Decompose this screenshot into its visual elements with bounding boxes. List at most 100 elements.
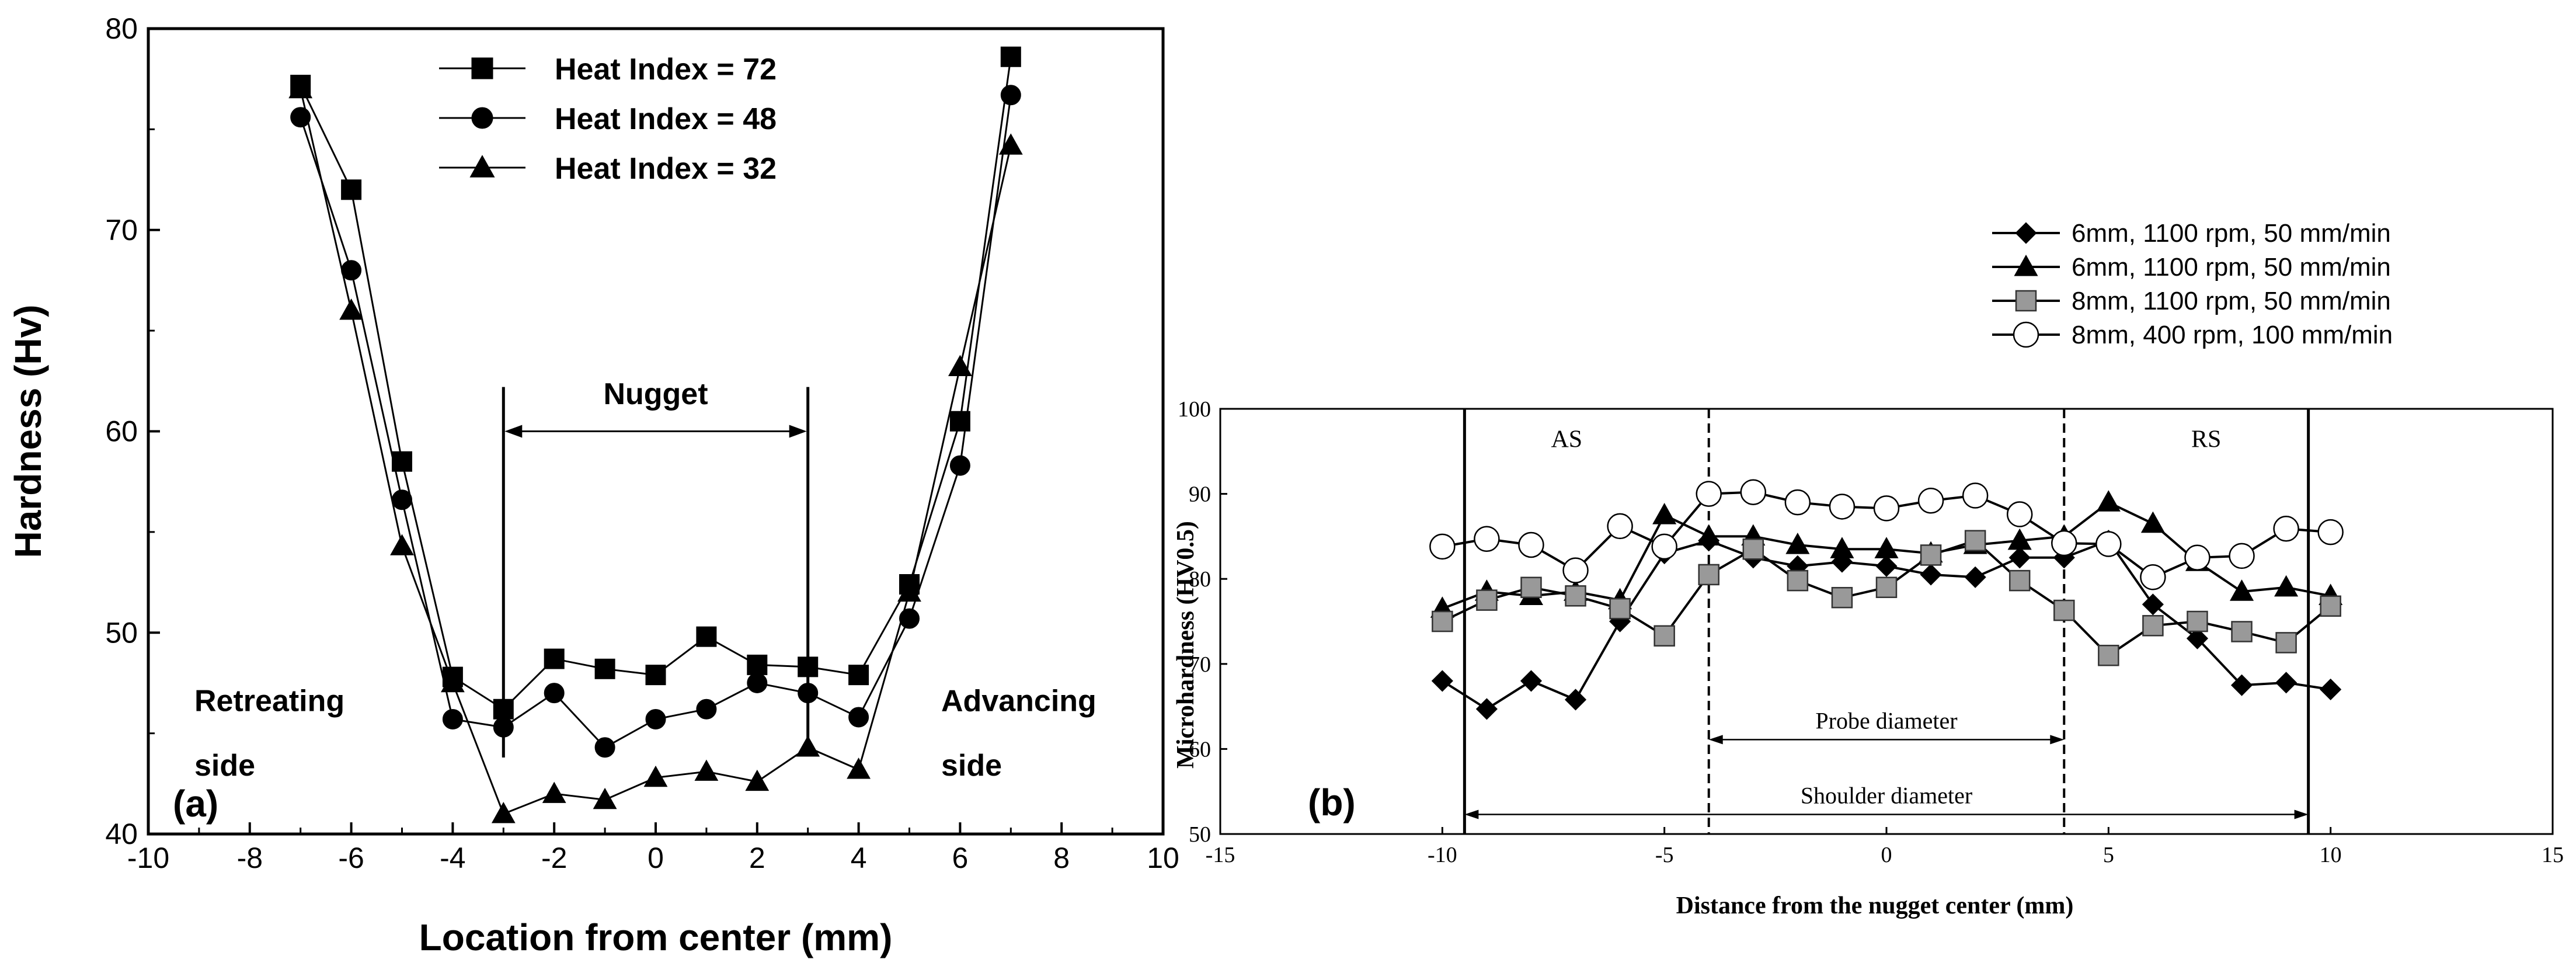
chart-a-legend-label: Heat Index = 48 <box>555 102 777 136</box>
chart-b-data-point <box>1920 564 1942 586</box>
chart-b-legend-marker <box>2015 290 2037 312</box>
chart-b-data-point <box>1785 533 1810 554</box>
chart-b-data-point <box>2007 528 2032 550</box>
chart-b-data-point <box>1653 625 1675 647</box>
chart-b-data-point <box>2320 678 2342 701</box>
chart-a-data-point <box>798 656 819 677</box>
chart-b-axis-ticks: -15 -10 -5 0 5 10 15 50 60 70 80 90 100 <box>1178 397 2564 867</box>
chart-a-x-tick-label: 8 <box>1053 842 1070 874</box>
chart-b-data-point <box>1431 670 1453 692</box>
chart-b-x-tick-label: 0 <box>1881 843 1892 867</box>
chart-b-data-point <box>2008 547 2031 569</box>
chart-a-data-point <box>544 683 565 704</box>
chart-a-x-tick-label: 2 <box>749 842 765 874</box>
advancing-side-label-as: AS <box>1551 426 1582 453</box>
chart-a-series-line <box>300 95 1012 749</box>
chart-b-data-point <box>2098 644 2119 666</box>
chart-b-annotations: Probe diameter Shoulder diameter AS RS <box>1463 409 2310 834</box>
chart-b-data-point <box>1432 610 1453 633</box>
chart-b-data-point <box>2053 599 2075 621</box>
chart-b-data-point <box>1698 564 1719 586</box>
chart-b-data-point <box>1964 530 1986 551</box>
chart-a-data-point <box>696 699 717 720</box>
chart-b-data-point <box>1829 494 1856 520</box>
chart-a-data-point <box>544 648 565 669</box>
advancing-side-label: side <box>941 749 1002 783</box>
chart-b-legend: 6mm, 1100 rpm, 50 mm/min 6mm, 1100 rpm, 5… <box>1992 219 2393 349</box>
chart-b-data-point <box>1696 481 1722 507</box>
chart-a-x-tick-label: -8 <box>237 842 263 874</box>
chart-b-legend-label: 6mm, 1100 rpm, 50 mm/min <box>2072 219 2391 248</box>
shoulder-diameter-arrow-arrowhead-right <box>2294 809 2309 819</box>
chart-b: -15 -10 -5 0 5 10 15 50 60 70 80 90 100 Probe diamet… <box>1172 219 2564 919</box>
chart-b-data-point <box>1564 689 1587 711</box>
chart-b-legend-label: 8mm, 400 rpm, 100 mm/min <box>2072 321 2393 349</box>
chart-a-data-point <box>339 298 364 320</box>
chart-b-data-point <box>2275 632 2297 654</box>
chart-a-data-point <box>440 670 465 693</box>
chart-a-data-point <box>847 757 871 779</box>
chart-b-data-point <box>1787 569 1809 592</box>
chart-b-y-tick-label: 50 <box>1189 822 1211 847</box>
chart-b-data-point <box>1831 586 1853 609</box>
chart-a-x-axis-label: Location from center (mm) <box>419 916 893 958</box>
chart-b-data-point <box>1651 533 1677 560</box>
chart-a-data-point <box>341 179 362 200</box>
chart-b-data-point <box>2095 531 2122 557</box>
chart-a-legend-marker <box>471 107 493 129</box>
chart-a-data-point <box>949 455 970 476</box>
chart-b-data-point <box>1697 524 1721 546</box>
chart-a-data-point <box>392 489 412 510</box>
chart-b-y-tick-label: 80 <box>1189 567 1211 592</box>
chart-a-legend-marker <box>471 57 493 79</box>
chart-b-data-point <box>2231 621 2253 642</box>
chart-a-series <box>288 46 1023 823</box>
retreating-side-label: side <box>194 749 255 783</box>
chart-a-data-point <box>593 787 617 809</box>
chart-b-data-point <box>1917 487 1944 514</box>
chart-a-y-tick-label: 50 <box>105 616 138 649</box>
chart-b-data-point <box>1475 698 1498 720</box>
chart-a-data-point <box>390 534 414 555</box>
chart-b-data-point <box>1740 479 1767 505</box>
chart-b-y-axis-label: Microhardness (HV0.5) <box>1172 521 1199 769</box>
chart-b-data-point <box>1652 503 1677 524</box>
chart-a: -10 -8 -6 -4 -2 0 2 4 6 8 10 40 50 60 70 80 Nugget Retre… <box>7 12 1179 958</box>
chart-b-data-point <box>1609 597 1631 620</box>
chart-b-data-point <box>1830 537 1854 558</box>
chart-b-data-point <box>2140 564 2166 590</box>
chart-b-data-point <box>1784 489 1811 516</box>
chart-a-data-point <box>1000 46 1021 67</box>
chart-a-data-point <box>897 580 921 602</box>
chart-a-x-tick-label: -2 <box>541 842 567 874</box>
chart-b-x-tick-label: 10 <box>2320 843 2342 867</box>
chart-a-data-point <box>594 737 615 758</box>
chart-b-data-point <box>1565 585 1586 607</box>
chart-b-data-point <box>1875 576 1898 599</box>
chart-b-data-point <box>1742 538 1764 560</box>
chart-a-annotations: Nugget Retreating side Advancing side <box>194 377 1096 783</box>
chart-a-data-point <box>442 708 463 729</box>
chart-b-data-point <box>1474 526 1500 553</box>
chart-a-data-point <box>899 608 920 629</box>
chart-b-data-point <box>1520 670 1543 692</box>
chart-b-data-point <box>1962 482 1989 509</box>
chart-b-y-tick-label: 60 <box>1189 737 1211 762</box>
chart-b-data-point <box>1964 566 1986 588</box>
nugget-arrowhead-left <box>504 425 523 438</box>
chart-b-panel-label: (b) <box>1308 781 1356 823</box>
chart-a-data-point <box>493 699 514 720</box>
chart-b-data-point <box>1831 551 1853 573</box>
chart-a-x-tick-label: 10 <box>1147 842 1179 874</box>
chart-b-x-tick-label: 15 <box>2542 843 2564 867</box>
nugget-label: Nugget <box>603 377 708 411</box>
chart-b-data-point <box>1518 531 1544 558</box>
chart-a-legend: Heat Index = 72 Heat Index = 48 Heat Index… <box>439 53 777 186</box>
chart-b-data-point <box>2230 674 2253 696</box>
chart-b-x-tick-label: -5 <box>1655 843 1674 867</box>
chart-b-x-axis-label: Distance from the nugget center (mm) <box>1676 892 2074 919</box>
chart-b-data-point <box>2320 595 2341 617</box>
advancing-side-label: Advancing <box>941 684 1096 718</box>
chart-b-data-point <box>1875 555 1898 577</box>
chart-a-y-tick-label: 40 <box>105 818 138 850</box>
